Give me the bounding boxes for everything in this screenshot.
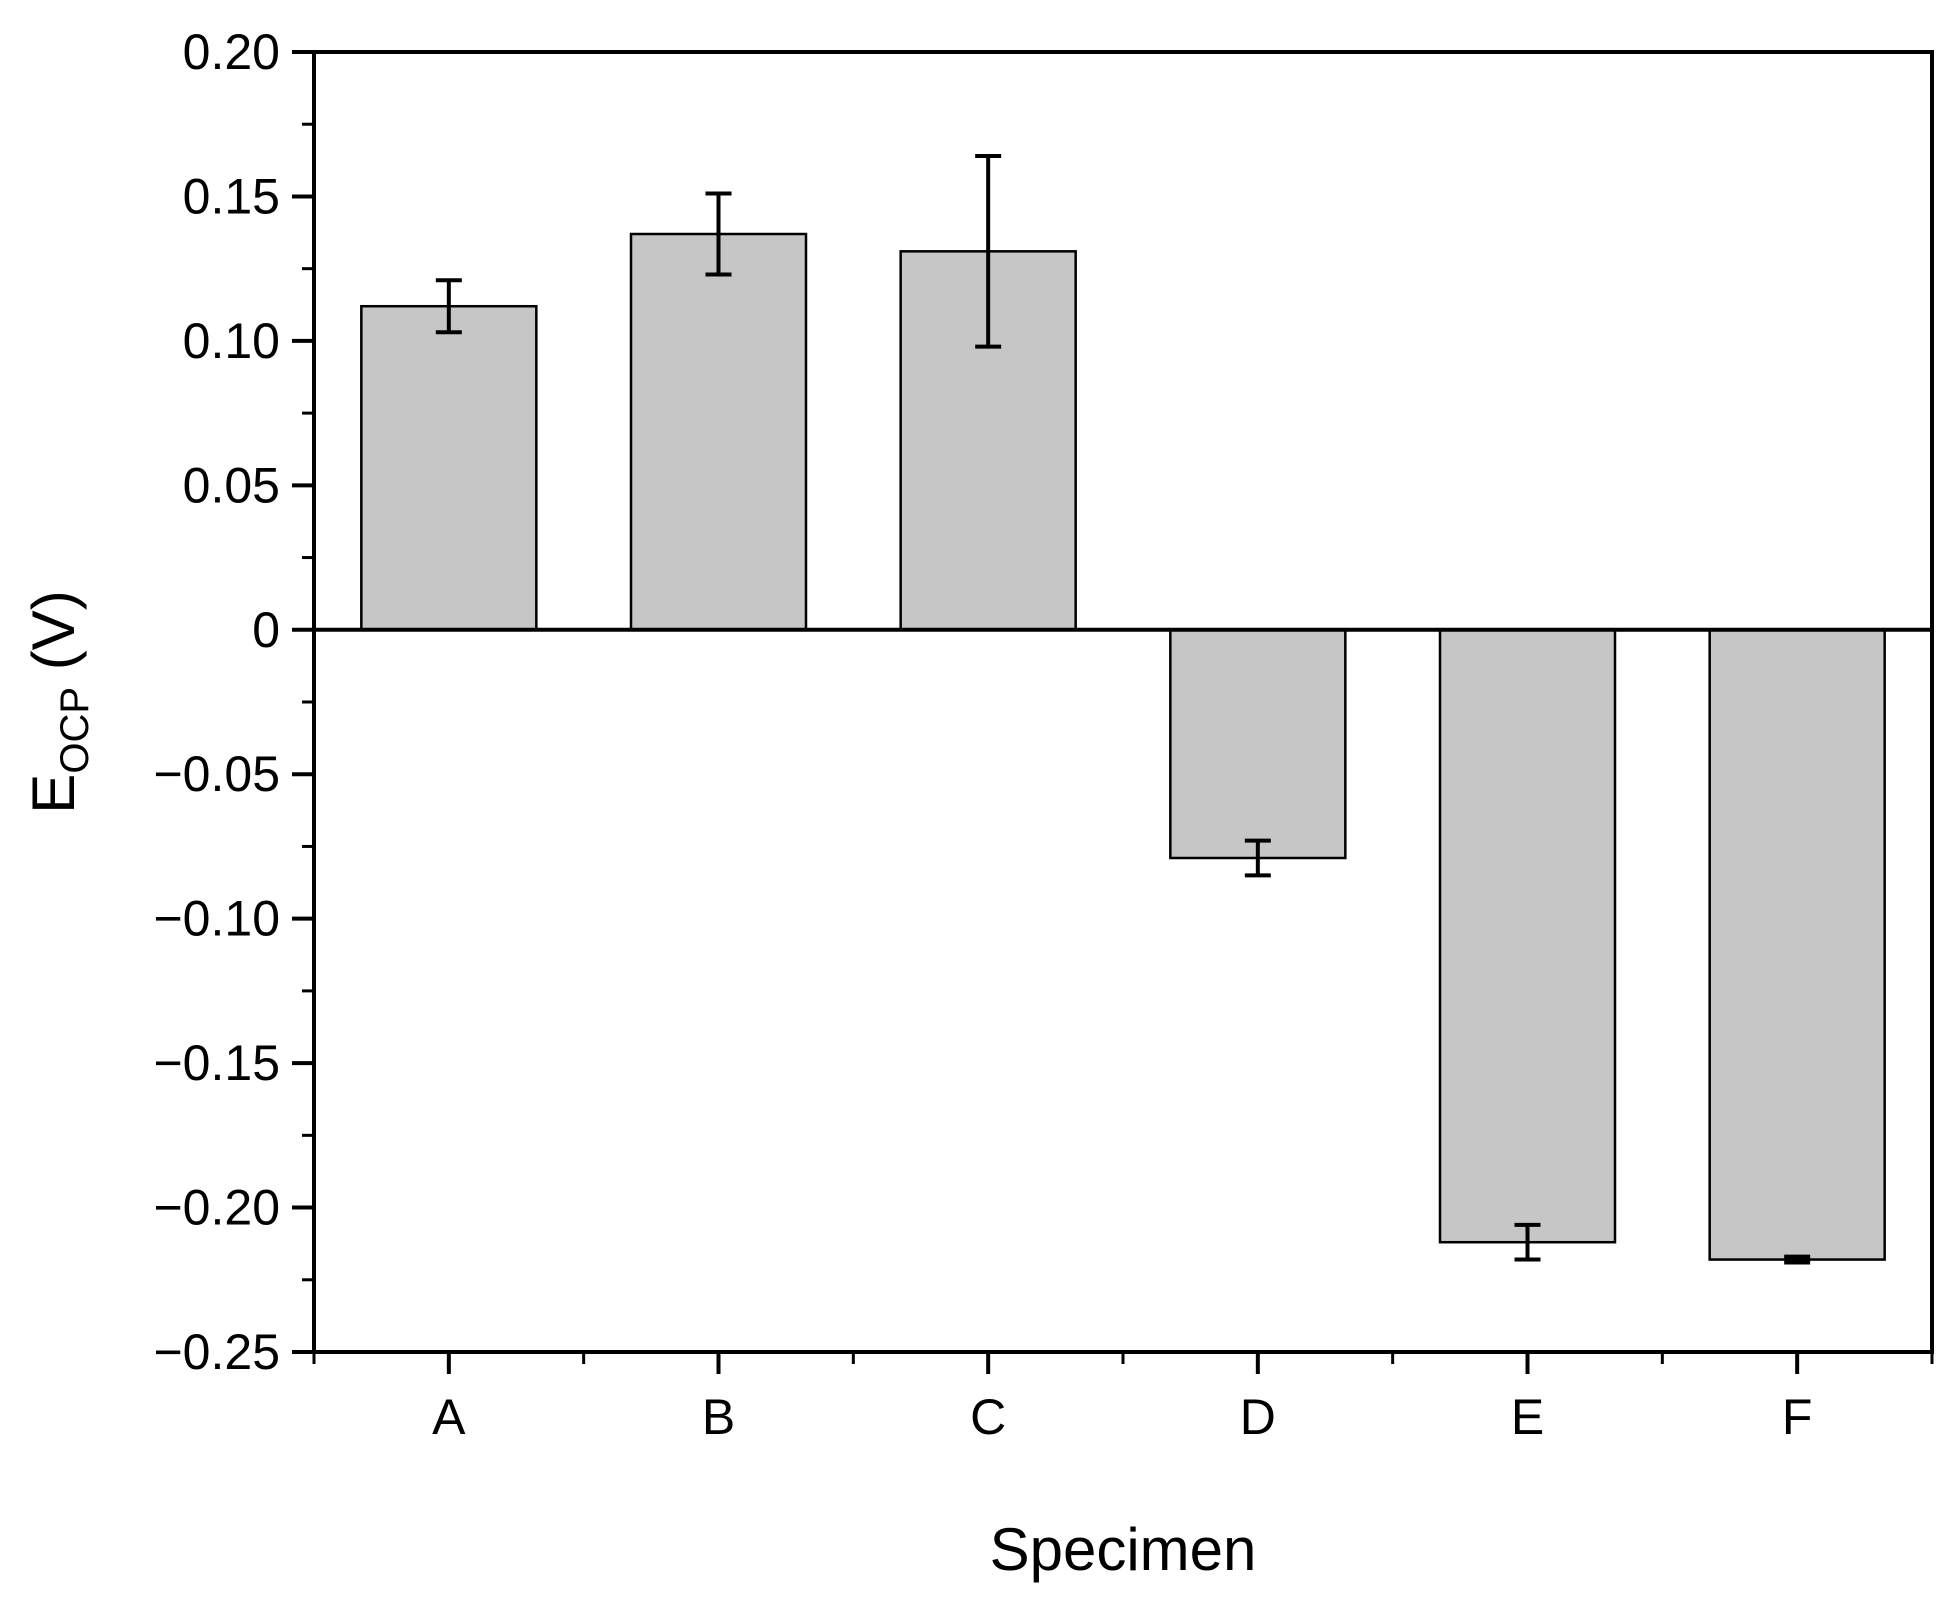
y-tick-label: −0.20	[153, 1180, 280, 1236]
bar-E	[1438, 628, 1617, 1244]
error-bar-A	[435, 278, 462, 335]
y-tick-label: 0.05	[183, 457, 280, 513]
plot-frame	[312, 50, 1934, 1354]
error-bar-D	[1244, 838, 1271, 878]
y-axis-title-subscript: OCP	[53, 687, 97, 774]
x-tick-label-E: E	[1511, 1389, 1544, 1445]
x-axis: A B C D E F	[312, 1352, 1934, 1445]
bar-D	[1169, 628, 1347, 860]
x-tick-label-A: A	[432, 1389, 466, 1445]
y-tick-label: 0.20	[183, 24, 280, 80]
y-axis-title-unit: (V)	[20, 590, 87, 687]
y-axis-title: EOCP (V)	[20, 590, 97, 813]
error-bars-layer	[435, 154, 1811, 1265]
error-bar-C	[975, 154, 1002, 349]
y-tick-label: −0.15	[153, 1035, 280, 1091]
y-tick-label: −0.10	[153, 891, 280, 947]
y-tick-label: 0.15	[183, 168, 280, 224]
bar-B	[629, 232, 808, 632]
error-bar-E	[1514, 1222, 1541, 1262]
error-bar-F	[1784, 1254, 1811, 1265]
bar-F	[1708, 628, 1886, 1261]
x-axis-title: Specimen	[990, 1516, 1257, 1583]
x-tick-label-D: D	[1240, 1389, 1276, 1445]
bar-A	[360, 304, 538, 632]
x-tick-label-F: F	[1782, 1389, 1813, 1445]
y-tick-label: 0	[252, 602, 280, 658]
error-bar-B	[705, 191, 732, 277]
y-axis: 0.20 0.15 0.10 0.05 0 −0.05 −0.10 −0.15 −0.20 −0.…	[153, 24, 314, 1380]
x-tick-label-B: B	[702, 1389, 735, 1445]
y-tick-label: −0.05	[153, 746, 280, 802]
y-tick-label: 0.10	[183, 313, 280, 369]
y-axis-title-main: E	[20, 774, 87, 814]
bars-layer	[360, 232, 1886, 1261]
y-tick-label: −0.25	[153, 1324, 280, 1380]
x-tick-label-C: C	[970, 1389, 1006, 1445]
